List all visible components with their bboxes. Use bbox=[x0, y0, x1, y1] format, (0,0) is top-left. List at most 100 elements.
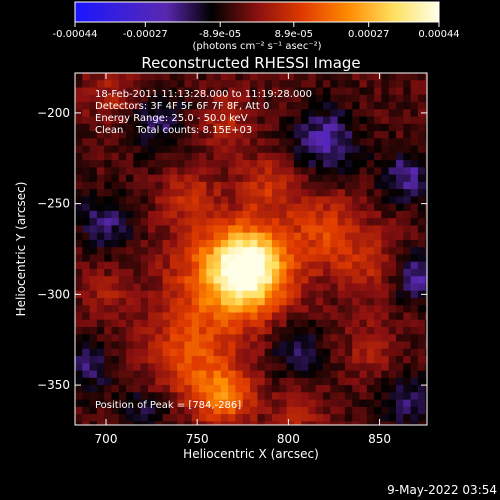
heatmap-cell bbox=[323, 392, 331, 401]
heatmap-cell bbox=[301, 123, 310, 132]
heatmap-cell bbox=[315, 102, 324, 110]
heatmap-cell bbox=[337, 363, 346, 372]
heatmap-cell bbox=[242, 377, 251, 386]
heatmap-cell bbox=[169, 138, 178, 147]
heatmap-cell bbox=[388, 138, 397, 147]
heatmap-cell bbox=[257, 210, 266, 219]
heatmap-cell bbox=[118, 232, 127, 241]
heatmap-cell bbox=[308, 80, 317, 89]
heatmap-cell bbox=[410, 174, 419, 183]
heatmap-cell bbox=[410, 385, 419, 393]
heatmap-cell bbox=[206, 123, 215, 132]
heatmap-cell bbox=[184, 406, 193, 415]
heatmap-cell bbox=[323, 276, 331, 285]
heatmap-cell bbox=[75, 232, 83, 241]
heatmap-cell bbox=[126, 370, 134, 379]
heatmap-cell bbox=[228, 123, 237, 132]
heatmap-cell bbox=[293, 203, 302, 212]
heatmap-cell bbox=[147, 239, 156, 248]
heatmap-cell bbox=[388, 414, 397, 422]
heatmap-cell bbox=[82, 239, 91, 248]
heatmap-cell bbox=[315, 312, 324, 321]
heatmap-cell bbox=[425, 421, 427, 425]
heatmap-cell bbox=[96, 80, 105, 89]
heatmap-cell bbox=[308, 239, 317, 248]
heatmap-cell bbox=[213, 254, 222, 263]
heatmap-cell bbox=[126, 334, 134, 343]
heatmap-cell bbox=[286, 305, 295, 314]
heatmap-cell bbox=[220, 73, 229, 81]
heatmap-cell bbox=[235, 225, 244, 234]
heatmap-cell bbox=[155, 356, 164, 364]
heatmap-cell bbox=[104, 370, 113, 379]
heatmap-cell bbox=[82, 421, 91, 425]
heatmap-cell bbox=[308, 305, 317, 314]
heatmap-cell bbox=[286, 406, 295, 415]
heatmap-cell bbox=[308, 232, 317, 241]
heatmap-cell bbox=[82, 341, 91, 350]
heatmap-cell bbox=[425, 348, 427, 357]
heatmap-cell bbox=[308, 102, 317, 110]
heatmap-cell bbox=[337, 334, 346, 343]
heatmap-cell bbox=[337, 239, 346, 248]
heatmap-cell bbox=[403, 181, 412, 190]
heatmap-cell bbox=[352, 131, 361, 139]
heatmap-cell bbox=[96, 167, 105, 176]
heatmap-cell bbox=[417, 356, 426, 364]
heatmap-cell bbox=[220, 261, 229, 270]
heatmap-cell bbox=[352, 80, 361, 89]
heatmap-cell bbox=[147, 319, 156, 328]
heatmap-cell bbox=[228, 392, 237, 401]
heatmap-cell bbox=[330, 203, 339, 212]
heatmap-cell bbox=[330, 196, 339, 205]
heatmap-cell bbox=[330, 327, 339, 335]
heatmap-cell bbox=[199, 297, 207, 306]
heatmap-cell bbox=[308, 189, 317, 197]
heatmap-cell bbox=[250, 109, 258, 118]
heatmap-cell bbox=[82, 123, 91, 132]
heatmap-cell bbox=[213, 319, 222, 328]
heatmap-cell bbox=[301, 399, 310, 408]
heatmap-cell bbox=[286, 167, 295, 176]
heatmap-cell bbox=[118, 131, 127, 139]
heatmap-cell bbox=[359, 203, 368, 212]
heatmap-cell bbox=[330, 363, 339, 372]
heatmap-cell bbox=[96, 225, 105, 234]
heatmap-cell bbox=[155, 218, 164, 227]
heatmap-cell bbox=[410, 196, 419, 205]
heatmap-cell bbox=[250, 385, 258, 393]
heatmap-cell bbox=[271, 421, 280, 425]
heatmap-cell bbox=[271, 102, 280, 110]
heatmap-cell bbox=[169, 421, 178, 425]
heatmap-cell bbox=[293, 225, 302, 234]
x-tick-label: 800 bbox=[277, 432, 300, 446]
heatmap-cell bbox=[301, 348, 310, 357]
heatmap-cell bbox=[330, 399, 339, 408]
heatmap-cell bbox=[162, 181, 171, 190]
heatmap-cell bbox=[206, 239, 215, 248]
heatmap-cell bbox=[118, 73, 127, 81]
heatmap-cell bbox=[96, 261, 105, 270]
heatmap-cell bbox=[140, 406, 149, 415]
heatmap-cell bbox=[344, 363, 353, 372]
heatmap-cell bbox=[352, 319, 361, 328]
heatmap-cell bbox=[381, 73, 390, 81]
heatmap-cell bbox=[126, 109, 134, 118]
heatmap-cell bbox=[323, 356, 331, 364]
heatmap-cell bbox=[257, 131, 266, 139]
heatmap-cell bbox=[330, 297, 339, 306]
heatmap-cell bbox=[118, 406, 127, 415]
heatmap-cell bbox=[403, 334, 412, 343]
heatmap-cell bbox=[293, 73, 302, 81]
heatmap-cell bbox=[228, 261, 237, 270]
heatmap-cell bbox=[199, 167, 207, 176]
heatmap-cell bbox=[177, 254, 186, 263]
heatmap-cell bbox=[162, 160, 171, 168]
heatmap-cell bbox=[301, 131, 310, 139]
heatmap-cell bbox=[279, 181, 288, 190]
heatmap-cell bbox=[169, 232, 178, 241]
heatmap-cell bbox=[169, 392, 178, 401]
heatmap-cell bbox=[82, 109, 91, 118]
heatmap-cell bbox=[82, 406, 91, 415]
heatmap-cell bbox=[250, 218, 258, 227]
